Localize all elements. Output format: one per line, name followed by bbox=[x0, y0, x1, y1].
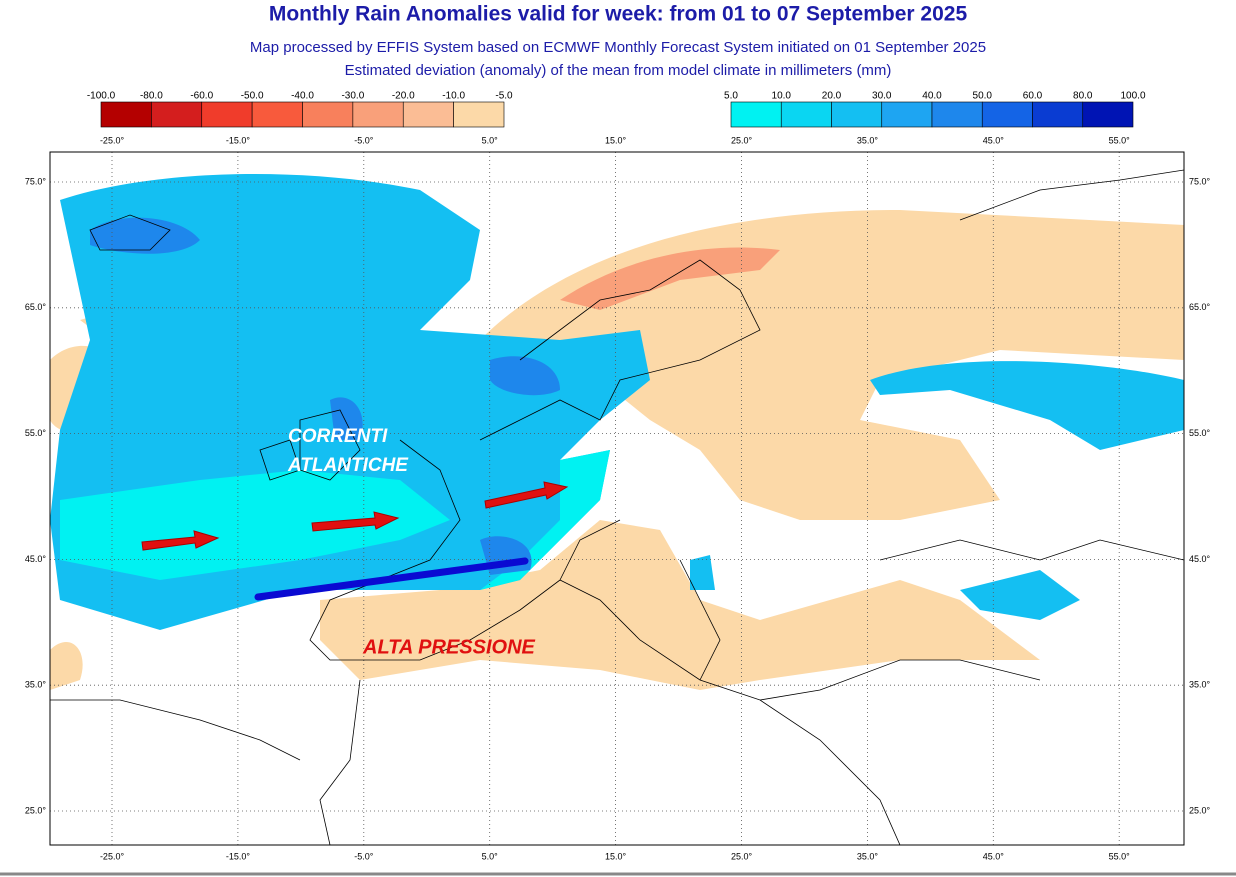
lat-label: 65.0° bbox=[1189, 302, 1211, 312]
arrow bbox=[311, 511, 400, 532]
lat-label: 25.0° bbox=[1189, 805, 1211, 815]
legend-swatch bbox=[730, 101, 782, 128]
lon-label: 15.0° bbox=[605, 135, 627, 145]
lon-label: 55.0° bbox=[1109, 135, 1131, 145]
legend-label: -100.0 bbox=[87, 91, 116, 102]
lat-label: 25.0° bbox=[25, 805, 47, 815]
lon-label: -5.0° bbox=[354, 135, 374, 145]
lon-label: 5.0° bbox=[482, 135, 499, 145]
legend-swatch bbox=[151, 101, 203, 128]
legend-swatch bbox=[780, 101, 832, 128]
map-area: CORRENTI ATLANTICHE ALTA PRESSIONE bbox=[50, 152, 1184, 845]
legend-label: 40.0 bbox=[922, 91, 942, 102]
lon-label: -15.0° bbox=[226, 135, 251, 145]
coastline bbox=[50, 169, 1184, 845]
subtitle: Map processed by EFFIS System based on E… bbox=[250, 39, 986, 56]
arrow-line bbox=[254, 557, 529, 601]
description: Estimated deviation (anomaly) of the mea… bbox=[345, 62, 892, 79]
lon-label: -15.0° bbox=[226, 851, 251, 861]
legend-swatch bbox=[831, 101, 883, 128]
map-frame bbox=[49, 151, 1185, 846]
lat-label: 75.0° bbox=[1189, 176, 1211, 186]
lon-label: -5.0° bbox=[354, 851, 374, 861]
legend-swatch bbox=[251, 101, 303, 128]
annotation: CORRENTI bbox=[288, 426, 388, 447]
legend-label: 80.0 bbox=[1073, 91, 1093, 102]
arrow bbox=[484, 481, 569, 509]
lon-label: -25.0° bbox=[100, 851, 125, 861]
legend-swatch bbox=[100, 101, 152, 128]
legend-label: 20.0 bbox=[822, 91, 842, 102]
legend-label: 10.0 bbox=[772, 91, 792, 102]
legend-swatch bbox=[881, 101, 933, 128]
lon-label: 55.0° bbox=[1109, 851, 1131, 861]
dry-area bbox=[560, 247, 780, 310]
legend-label: 60.0 bbox=[1023, 91, 1043, 102]
dry-area bbox=[320, 520, 1040, 690]
lon-label: 45.0° bbox=[983, 851, 1005, 861]
annotation: ATLANTICHE bbox=[287, 455, 409, 476]
legend-swatch bbox=[981, 101, 1033, 128]
legend-label: -20.0 bbox=[392, 91, 415, 102]
lat-label: 45.0° bbox=[25, 554, 47, 564]
legend-label: -50.0 bbox=[241, 91, 264, 102]
lon-label: 15.0° bbox=[605, 851, 627, 861]
lon-label: 35.0° bbox=[857, 851, 879, 861]
legend-swatch bbox=[1082, 101, 1134, 128]
lat-label: 35.0° bbox=[25, 680, 47, 690]
legend-swatch bbox=[453, 101, 505, 128]
lon-label: -25.0° bbox=[100, 135, 125, 145]
legend-label: -80.0 bbox=[140, 91, 163, 102]
lon-label: 35.0° bbox=[857, 135, 879, 145]
legend-swatch bbox=[352, 101, 404, 128]
wet-area bbox=[90, 217, 560, 575]
legends: -100.0 -80.0 -60.0 -50.0 -40.0 -30.0 -20.0 -10.… bbox=[87, 91, 1146, 128]
lon-label: 5.0° bbox=[482, 851, 499, 861]
legend-swatch bbox=[302, 101, 354, 128]
legend-label: -10.0 bbox=[442, 91, 465, 102]
legend-swatch bbox=[931, 101, 983, 128]
lon-label: 25.0° bbox=[731, 851, 753, 861]
legend-label: -60.0 bbox=[190, 91, 213, 102]
legend-label: 100.0 bbox=[1120, 91, 1145, 102]
arrow bbox=[141, 530, 220, 551]
lat-label: 75.0° bbox=[25, 176, 47, 186]
lat-label: 65.0° bbox=[25, 302, 47, 312]
lat-label: 45.0° bbox=[1189, 554, 1211, 564]
arrows bbox=[141, 481, 569, 551]
legend-label: -30.0 bbox=[341, 91, 364, 102]
wet-area bbox=[60, 450, 610, 590]
lat-label: 35.0° bbox=[1189, 680, 1211, 690]
annotation: ALTA PRESSIONE bbox=[362, 636, 536, 658]
lat-label: 55.0° bbox=[1189, 428, 1211, 438]
legend-label: -5.0 bbox=[495, 91, 513, 102]
legend-swatch bbox=[201, 101, 253, 128]
legend-swatch bbox=[402, 101, 454, 128]
lat-label: 55.0° bbox=[25, 428, 47, 438]
wet-area bbox=[690, 361, 1184, 620]
legend-label: 50.0 bbox=[973, 91, 993, 102]
lon-label: 25.0° bbox=[731, 135, 753, 145]
legend-label: 5.0 bbox=[724, 91, 738, 102]
legend-label: -40.0 bbox=[291, 91, 314, 102]
legend-swatch bbox=[1032, 101, 1084, 128]
legend-label: 30.0 bbox=[872, 91, 892, 102]
title: Monthly Rain Anomalies valid for week: f… bbox=[269, 3, 968, 26]
lon-label: 45.0° bbox=[983, 135, 1005, 145]
